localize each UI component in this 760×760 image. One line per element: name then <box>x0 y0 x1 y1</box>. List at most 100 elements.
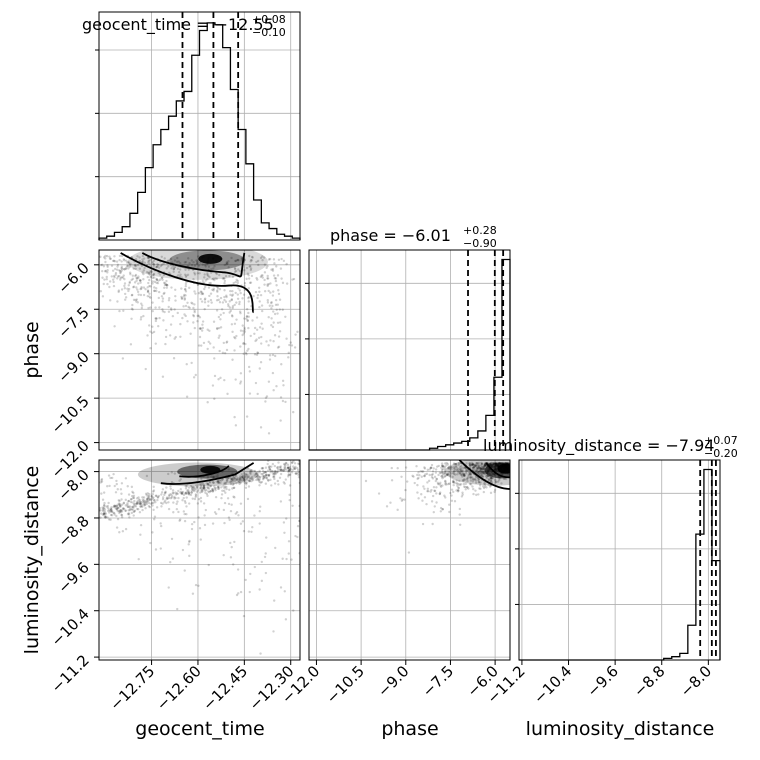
sample-point-luminosity-distance-vs-geocent-time-694 <box>203 514 206 517</box>
sample-point-phase-vs-geocent-time-701 <box>167 299 171 302</box>
density-hist-geocent-time <box>98 12 301 240</box>
sample-point-phase-vs-geocent-time-774 <box>223 378 226 382</box>
sample-point-phase-vs-geocent-time-185 <box>160 255 163 258</box>
sample-point-phase-vs-geocent-time-740 <box>229 293 232 297</box>
sample-point-luminosity-distance-vs-geocent-time-768 <box>228 480 231 484</box>
sample-point-phase-vs-geocent-time-246 <box>242 293 246 296</box>
sample-point-phase-vs-geocent-time-831 <box>277 258 281 262</box>
sample-point-luminosity-distance-vs-geocent-time-653 <box>126 512 130 516</box>
sample-point-luminosity-distance-vs-geocent-time-36 <box>225 487 228 491</box>
sample-point-luminosity-distance-vs-geocent-time-686 <box>283 465 286 469</box>
sample-point-phase-vs-geocent-time-640 <box>247 296 250 300</box>
sample-point-luminosity-distance-vs-geocent-time-133 <box>115 504 119 508</box>
sample-point-luminosity-distance-vs-geocent-time-778 <box>204 491 207 494</box>
sample-point-phase-vs-geocent-time-519 <box>282 384 285 387</box>
sample-point-phase-vs-geocent-time-714 <box>192 376 196 379</box>
sample-point-luminosity-distance-vs-phase-64 <box>479 464 483 467</box>
sample-point-luminosity-distance-vs-geocent-time-289 <box>217 479 220 483</box>
sample-point-luminosity-distance-vs-phase-162 <box>488 485 492 488</box>
sample-point-phase-vs-geocent-time-588 <box>171 265 175 268</box>
sample-point-luminosity-distance-vs-phase-322 <box>429 490 432 493</box>
sample-point-luminosity-distance-vs-geocent-time-614 <box>285 557 288 561</box>
sample-point-luminosity-distance-vs-geocent-time-630 <box>103 510 107 513</box>
sample-point-phase-vs-geocent-time-485 <box>274 303 278 307</box>
sample-point-phase-vs-geocent-time-763 <box>130 307 134 310</box>
sample-point-luminosity-distance-vs-phase-786 <box>431 494 435 498</box>
sample-point-luminosity-distance-vs-geocent-time-50 <box>100 512 103 515</box>
sample-point-phase-vs-geocent-time-409 <box>233 336 236 339</box>
sample-point-luminosity-distance-vs-phase-14 <box>432 485 436 489</box>
sample-point-luminosity-distance-vs-geocent-time-512 <box>235 474 238 478</box>
sample-point-luminosity-distance-vs-geocent-time-332 <box>93 511 95 513</box>
sample-point-phase-vs-geocent-time-417 <box>257 263 260 267</box>
sample-point-luminosity-distance-vs-phase-728 <box>426 468 429 472</box>
ytick-label-luminosity-distance-3: −8.8 <box>54 512 92 550</box>
sample-point-phase-vs-geocent-time-697 <box>149 330 152 333</box>
sample-point-luminosity-distance-vs-phase-585 <box>475 466 479 470</box>
sample-point-luminosity-distance-vs-phase-472 <box>441 468 445 471</box>
sample-point-luminosity-distance-vs-geocent-time-310 <box>267 473 271 477</box>
sample-point-luminosity-distance-vs-geocent-time-573 <box>205 492 209 496</box>
sample-point-phase-vs-geocent-time-820 <box>271 267 275 271</box>
sample-point-luminosity-distance-vs-phase-440 <box>478 487 481 490</box>
sample-point-luminosity-distance-vs-geocent-time-454 <box>226 477 229 480</box>
sample-point-luminosity-distance-vs-phase-355 <box>489 478 492 482</box>
sample-point-phase-vs-geocent-time-639 <box>114 273 117 277</box>
sample-point-luminosity-distance-vs-geocent-time-333 <box>181 490 185 494</box>
sample-point-luminosity-distance-vs-phase-202 <box>462 466 466 470</box>
sample-point-phase-vs-geocent-time-471 <box>208 294 211 298</box>
sample-point-phase-vs-geocent-time-516 <box>192 315 196 318</box>
sample-point-phase-vs-geocent-time-364 <box>174 265 177 269</box>
sample-point-luminosity-distance-vs-phase-341 <box>489 491 493 495</box>
sample-point-luminosity-distance-vs-phase-146 <box>477 471 481 474</box>
sample-point-luminosity-distance-vs-geocent-time-844 <box>239 502 243 505</box>
sample-point-luminosity-distance-vs-geocent-time-360 <box>89 506 91 508</box>
sample-point-luminosity-distance-vs-phase-522 <box>453 481 456 484</box>
sample-point-phase-vs-geocent-time-29 <box>208 275 211 279</box>
title-sub-geocent-time: −0.10 <box>252 26 286 39</box>
sample-point-luminosity-distance-vs-geocent-time-488 <box>106 516 109 519</box>
sample-point-phase-vs-geocent-time-661 <box>132 285 136 288</box>
sample-point-phase-vs-geocent-time-215 <box>227 266 230 269</box>
sample-point-phase-vs-geocent-time-427 <box>268 257 272 261</box>
sample-point-luminosity-distance-vs-phase-259 <box>440 462 444 465</box>
sample-point-luminosity-distance-vs-phase-378 <box>474 464 478 467</box>
sample-point-phase-vs-geocent-time-83 <box>154 266 158 269</box>
sample-point-luminosity-distance-vs-geocent-time-179 <box>246 476 249 479</box>
sample-point-luminosity-distance-vs-geocent-time-525 <box>292 465 295 468</box>
sample-point-luminosity-distance-vs-geocent-time-192 <box>242 529 246 533</box>
sample-point-luminosity-distance-vs-phase-167 <box>483 485 487 488</box>
sample-point-luminosity-distance-vs-geocent-time-53 <box>261 469 265 473</box>
sample-point-luminosity-distance-vs-phase-391 <box>443 469 447 472</box>
sample-point-luminosity-distance-vs-geocent-time-738 <box>129 498 133 501</box>
sample-point-luminosity-distance-vs-geocent-time-264 <box>287 468 291 472</box>
sample-point-luminosity-distance-vs-phase-524 <box>471 463 475 467</box>
sample-point-luminosity-distance-vs-geocent-time-626 <box>270 465 273 468</box>
sample-point-luminosity-distance-vs-geocent-time-126 <box>241 475 244 479</box>
sample-point-phase-vs-geocent-time-500 <box>142 269 146 272</box>
sample-point-phase-vs-geocent-time-21 <box>231 289 234 293</box>
sample-point-luminosity-distance-vs-geocent-time-287 <box>257 479 260 482</box>
sample-point-luminosity-distance-vs-geocent-time-535 <box>253 474 256 477</box>
sample-point-luminosity-distance-vs-phase-458 <box>465 462 468 465</box>
sample-point-luminosity-distance-vs-geocent-time-313 <box>180 490 183 494</box>
sample-point-luminosity-distance-vs-phase-606 <box>473 478 477 481</box>
sample-point-luminosity-distance-vs-geocent-time-147 <box>165 486 168 489</box>
sample-point-luminosity-distance-vs-geocent-time-633 <box>176 500 179 503</box>
sample-point-phase-vs-geocent-time-349 <box>160 295 164 298</box>
sample-point-phase-vs-geocent-time-373 <box>123 267 126 271</box>
sample-point-phase-vs-geocent-time-426 <box>150 270 153 273</box>
sample-point-phase-vs-geocent-time-157 <box>221 351 225 354</box>
sample-point-luminosity-distance-vs-geocent-time-841 <box>93 515 95 517</box>
sample-point-luminosity-distance-vs-geocent-time-256 <box>227 516 231 519</box>
xtick-label-luminosity-distance-3: −8.8 <box>630 662 668 700</box>
sample-point-luminosity-distance-vs-geocent-time-231 <box>233 476 237 480</box>
sample-point-luminosity-distance-vs-geocent-time-392 <box>254 472 258 476</box>
sample-point-phase-vs-geocent-time-279 <box>223 298 226 302</box>
sample-point-luminosity-distance-vs-geocent-time-158 <box>205 482 209 485</box>
sample-point-phase-vs-geocent-time-792 <box>160 276 163 280</box>
sample-point-luminosity-distance-vs-geocent-time-62 <box>144 499 147 503</box>
sample-point-luminosity-distance-vs-phase-199 <box>472 463 475 467</box>
sample-point-phase-vs-geocent-time-353 <box>267 432 271 435</box>
sample-point-luminosity-distance-vs-geocent-time-73 <box>245 481 248 485</box>
